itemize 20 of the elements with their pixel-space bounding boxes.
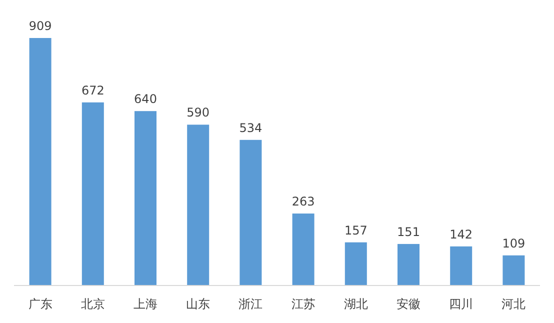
x-tick-label: 上海 [134, 297, 158, 311]
data-label: 590 [186, 106, 210, 120]
x-tick-label: 河北 [502, 297, 526, 311]
x-tick-label: 广东 [28, 297, 52, 311]
data-label: 640 [134, 92, 157, 106]
data-label: 263 [292, 194, 315, 209]
x-tick-label: 安徽 [396, 297, 420, 311]
data-label: 142 [450, 227, 473, 242]
x-tick-label: 山东 [186, 297, 210, 311]
data-label: 151 [397, 224, 420, 239]
x-tick-label: 北京 [80, 297, 105, 311]
x-tick-label: 四川 [449, 297, 474, 311]
data-label: 109 [502, 236, 526, 250]
data-label: 534 [239, 120, 262, 135]
x-tick-label: 湖北 [344, 297, 368, 311]
x-tick-label: 浙江 [238, 297, 263, 311]
data-label: 672 [81, 83, 104, 98]
x-tick-label: 江苏 [291, 297, 316, 311]
data-label: 909 [28, 19, 52, 33]
data-label: 157 [344, 223, 368, 238]
